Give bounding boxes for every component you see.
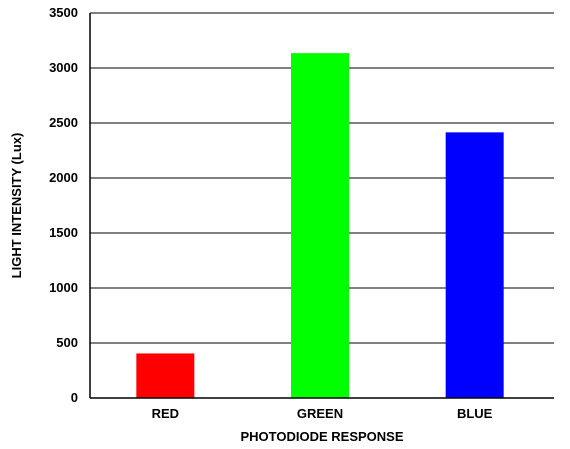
y-tick-label: 1500: [49, 225, 78, 240]
y-tick-labels: 0 500 1000 1500 2000 2500 3000 3500: [49, 5, 78, 405]
y-tick-label: 0: [71, 390, 78, 405]
y-tick-label: 3500: [49, 5, 78, 20]
y-tick-label: 2500: [49, 115, 78, 130]
y-tick-label: 2000: [49, 170, 78, 185]
bar-green: [291, 53, 349, 399]
x-tick-label: BLUE: [457, 406, 493, 421]
bar-red: [136, 353, 195, 398]
y-tick-label: 3000: [49, 60, 78, 75]
x-axis-title: PHOTODIODE RESPONSE: [240, 429, 403, 444]
y-tick-label: 1000: [49, 280, 78, 295]
x-tick-label: GREEN: [297, 406, 343, 421]
bars: [136, 53, 504, 399]
y-tick-label: 500: [56, 335, 78, 350]
axes: [89, 13, 554, 399]
bar-blue: [445, 132, 504, 398]
x-tick-labels: RED GREEN BLUE: [152, 406, 493, 421]
x-tick-label: RED: [152, 406, 179, 421]
y-axis-title: LIGHT INTENSITY (Lux): [9, 133, 24, 279]
